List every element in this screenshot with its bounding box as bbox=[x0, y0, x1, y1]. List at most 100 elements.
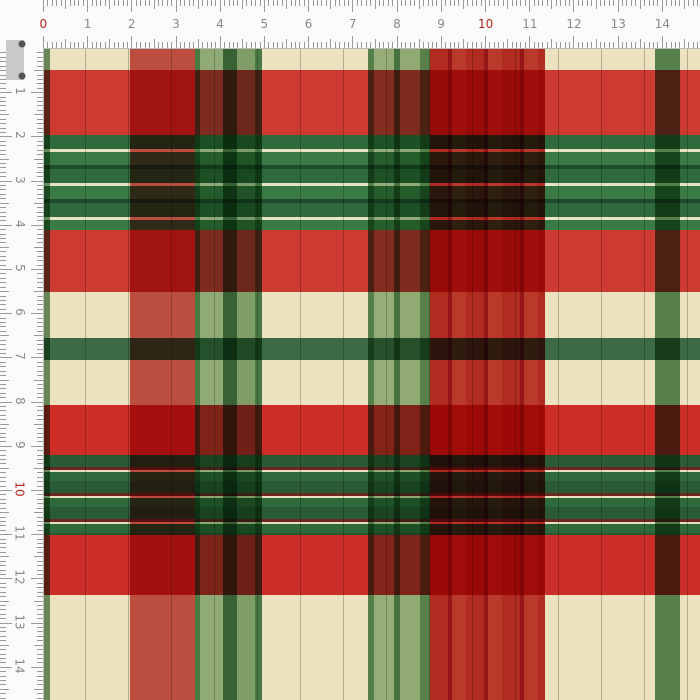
ruler-tick bbox=[0, 596, 6, 598]
ruler-tick bbox=[0, 224, 12, 226]
top-ruler-label: 10 bbox=[478, 17, 494, 31]
ruler-tick bbox=[591, 0, 593, 6]
ruler-tick bbox=[31, 92, 43, 94]
ruler-tick bbox=[206, 42, 208, 48]
ruler-tick bbox=[37, 370, 43, 372]
top-ruler-label: 0 bbox=[39, 17, 48, 31]
ruler-tick bbox=[0, 348, 6, 350]
ruler-tick bbox=[427, 42, 429, 48]
left-ruler-label: 4 bbox=[12, 219, 27, 228]
ruler-tick bbox=[34, 114, 43, 116]
ruler-tick bbox=[489, 42, 491, 48]
ruler-tick bbox=[60, 0, 62, 6]
ruler-tick bbox=[87, 36, 89, 48]
left-ruler-label: 12 bbox=[12, 569, 27, 586]
ruler-tick bbox=[135, 42, 137, 48]
ruler-tick bbox=[370, 0, 372, 6]
ruler-tick bbox=[51, 42, 53, 48]
ruler-tick bbox=[37, 264, 43, 266]
ruler-tick bbox=[317, 42, 319, 48]
ruler-tick bbox=[0, 481, 6, 483]
ruler-tick bbox=[37, 459, 43, 461]
ruler-tick bbox=[202, 0, 204, 6]
ruler-tick bbox=[87, 0, 89, 12]
ruler-tick bbox=[0, 388, 6, 390]
ruler-tick bbox=[37, 397, 43, 399]
left-ruler-label: 5 bbox=[12, 264, 27, 272]
ruler-tick bbox=[599, 42, 601, 48]
ruler-tick bbox=[37, 198, 43, 200]
ruler-tick bbox=[0, 149, 6, 151]
ruler-tick bbox=[0, 136, 12, 138]
ruler-tick bbox=[321, 0, 323, 6]
plaid-fabric-pattern bbox=[43, 48, 700, 700]
ruler-tick bbox=[37, 211, 43, 213]
ruler-tick bbox=[264, 36, 265, 48]
ruler-tick bbox=[299, 0, 301, 6]
ruler-tick bbox=[476, 0, 478, 6]
ruler-tick bbox=[0, 441, 6, 443]
ruler-tick bbox=[347, 0, 349, 6]
ruler-tick bbox=[330, 39, 332, 48]
ruler-tick bbox=[511, 0, 513, 6]
ruler-tick bbox=[0, 525, 6, 527]
ruler-tick bbox=[325, 42, 327, 48]
left-ruler-label: 7 bbox=[12, 352, 27, 361]
ruler-tick bbox=[0, 180, 12, 182]
ruler-tick bbox=[0, 450, 6, 452]
ruler-tick bbox=[533, 42, 535, 48]
ruler-tick bbox=[560, 42, 562, 48]
ruler-tick bbox=[157, 42, 159, 48]
ruler-tick bbox=[171, 42, 173, 48]
ruler-tick bbox=[0, 251, 6, 253]
ruler-tick bbox=[374, 39, 376, 48]
ruler-tick bbox=[37, 193, 43, 195]
ruler-tick bbox=[0, 684, 6, 686]
ruler-tick bbox=[37, 96, 43, 98]
ruler-tick bbox=[524, 0, 526, 6]
ruler-tick bbox=[0, 357, 12, 359]
ruler-tick bbox=[0, 529, 6, 531]
ruler-tick bbox=[37, 414, 43, 416]
ruler-tick bbox=[122, 42, 124, 48]
ruler-tick bbox=[37, 260, 43, 262]
ruler-tick bbox=[431, 0, 433, 6]
ruler-tick bbox=[608, 0, 610, 6]
ruler-tick bbox=[37, 229, 43, 231]
ruler-tick bbox=[37, 392, 43, 394]
ruler-tick bbox=[37, 277, 43, 279]
ruler-tick bbox=[515, 0, 517, 6]
ruler-tick bbox=[449, 0, 451, 6]
ruler-tick bbox=[0, 162, 6, 164]
ruler-tick bbox=[440, 36, 442, 48]
ruler-tick bbox=[37, 551, 43, 553]
ruler-tick bbox=[37, 215, 43, 217]
ruler-tick bbox=[493, 0, 495, 6]
ruler-tick bbox=[0, 569, 6, 571]
ruler-tick bbox=[37, 176, 43, 178]
ruler-tick bbox=[0, 379, 9, 381]
ruler-tick bbox=[0, 419, 6, 421]
ruler-tick bbox=[511, 42, 513, 48]
ruler-tick bbox=[542, 0, 544, 6]
ruler-tick bbox=[374, 0, 376, 9]
ruler-tick bbox=[0, 286, 6, 288]
ruler-tick bbox=[564, 42, 566, 48]
ruler-tick bbox=[37, 432, 43, 434]
ruler-tick bbox=[0, 503, 6, 505]
ruler-tick bbox=[458, 0, 460, 6]
ruler-tick bbox=[91, 0, 93, 6]
ruler-tick bbox=[34, 467, 43, 469]
ruler-tick bbox=[37, 450, 43, 452]
ruler-tick bbox=[449, 42, 451, 48]
ruler-tick bbox=[37, 472, 43, 474]
ruler-tick bbox=[37, 149, 43, 151]
ruler-tick bbox=[47, 0, 49, 6]
ruler-tick bbox=[0, 640, 6, 642]
vertical-green-band bbox=[195, 48, 262, 700]
ruler-tick bbox=[573, 0, 575, 12]
ruler-tick bbox=[0, 494, 6, 496]
ruler-tick bbox=[0, 366, 6, 368]
ruler-tick bbox=[568, 0, 570, 6]
ruler-tick bbox=[308, 0, 310, 12]
